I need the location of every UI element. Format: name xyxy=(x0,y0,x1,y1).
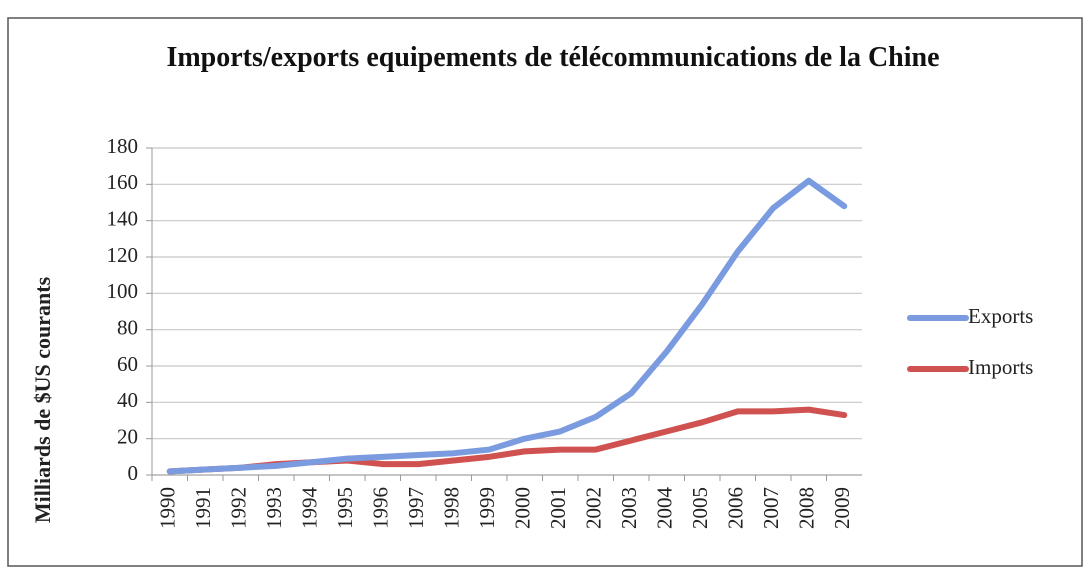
x-tick-label: 1992 xyxy=(227,487,251,529)
x-tick-label: 2009 xyxy=(830,487,854,529)
y-tick-label: 120 xyxy=(107,243,139,267)
y-tick-label: 80 xyxy=(117,315,138,339)
y-axis-label: Milliards de $US courants xyxy=(30,276,55,523)
x-tick-label: 1999 xyxy=(475,487,499,529)
x-tick-label: 1990 xyxy=(156,487,180,529)
y-tick-label: 180 xyxy=(107,134,139,158)
x-tick-label: 2000 xyxy=(511,487,535,529)
x-tick-label: 2008 xyxy=(795,487,819,529)
legend-label: Exports xyxy=(968,304,1033,328)
x-tick-label: 2005 xyxy=(688,487,712,529)
x-tick-label: 1991 xyxy=(191,487,215,529)
series-line xyxy=(166,177,848,475)
y-tick-label: 20 xyxy=(117,424,138,448)
x-tick-label: 1997 xyxy=(404,487,428,529)
x-tick-label: 2006 xyxy=(724,487,748,529)
x-tick-label: 1994 xyxy=(298,487,322,530)
y-tick-label: 100 xyxy=(107,279,139,303)
y-tick-label: 60 xyxy=(117,352,138,376)
chart-title: Imports/exports equipements de télécommu… xyxy=(166,42,940,73)
x-tick-label: 2004 xyxy=(653,487,677,530)
x-tick-label: 2003 xyxy=(617,487,641,529)
chart-border xyxy=(7,17,1083,567)
series-line xyxy=(166,406,848,475)
x-tick-label: 1995 xyxy=(333,487,357,529)
y-tick-label: 160 xyxy=(107,170,139,194)
x-tick-label: 1998 xyxy=(440,487,464,529)
x-tick-label: 2001 xyxy=(546,487,570,529)
y-tick-label: 0 xyxy=(128,461,139,485)
x-tick-label: 2007 xyxy=(759,487,783,529)
y-tick-label: 40 xyxy=(117,388,138,412)
x-tick-label: 1996 xyxy=(369,487,393,529)
y-tick-label: 140 xyxy=(107,206,139,230)
legend-label: Imports xyxy=(968,355,1033,379)
x-tick-label: 2002 xyxy=(582,487,606,529)
x-tick-label: 1993 xyxy=(262,487,286,529)
